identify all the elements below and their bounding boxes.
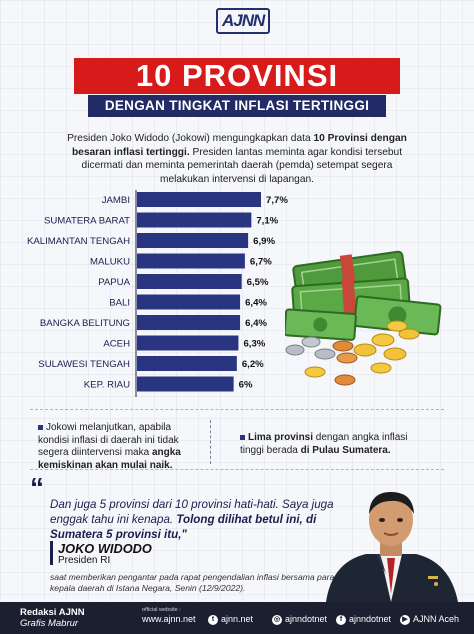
logo-text: AJNN <box>216 8 271 34</box>
bullet-icon <box>38 424 43 430</box>
bullet-icon <box>240 434 245 440</box>
facebook-handle[interactable]: ajnndotnet <box>349 614 392 624</box>
quote-plain: Dan juga 5 provinsi dari 10 provinsi hat… <box>50 498 334 526</box>
value-label: 7,1% <box>256 216 278 227</box>
category-label: SULAWESI TENGAH <box>38 359 130 370</box>
footer-website[interactable]: www.ajnn.net <box>142 614 196 624</box>
bar <box>137 192 261 207</box>
value-label: 6,2% <box>242 359 264 370</box>
category-label: BALI <box>109 298 130 309</box>
value-label: 6,4% <box>245 318 267 329</box>
intro-bold: 10 Provinsi dengan besaran inflasi terti… <box>71 133 407 158</box>
value-label: 6,4% <box>245 298 267 309</box>
quote-bold: Tolong dilihat betul ini, di Sumatera 5 … <box>50 513 317 541</box>
president-portrait-icon <box>326 492 458 602</box>
category-label: SUMATERA BARAT <box>44 216 130 227</box>
category-label: ACEH <box>103 339 130 350</box>
footer-facebook[interactable]: f ajnndotnet <box>336 614 391 625</box>
note-poverty: Jokowi melanjutkan, apabila kondisi infl… <box>38 422 198 472</box>
category-label: JAMBI <box>102 195 130 206</box>
instagram-icon: ◎ <box>272 614 282 625</box>
note-right-text: dengan angka inflasi tinggi berada <box>240 432 408 456</box>
website-text[interactable]: www.ajnn.net <box>142 614 196 624</box>
footer-credit: Redaksi AJNN Grafis Mabrur <box>20 607 85 629</box>
speaker-name: JOKO WIDODO <box>58 541 152 556</box>
bar <box>137 212 252 228</box>
note-right-bold: Lima provinsi <box>248 432 314 443</box>
note-left-text: Jokowi melanjutkan, apabila kondisi infl… <box>38 422 179 458</box>
inflation-bar-chart: JAMBI 7,7% SUMATERA BARAT 7,1% KALIMANTAN TE… <box>27 190 288 397</box>
value-label: 6,7% <box>250 257 272 268</box>
footer-instagram[interactable]: ◎ ajnndotnet <box>272 614 327 625</box>
facebook-icon: f <box>336 614 346 625</box>
divider-line-top <box>30 409 444 410</box>
credit-graphic: Grafis Mabrur <box>20 618 79 629</box>
category-label: PAPUA <box>98 277 130 288</box>
note-sumatera: Lima provinsi dengan angka inflasi tingg… <box>240 432 430 457</box>
divider-line-bottom <box>30 469 444 470</box>
bar <box>137 356 237 371</box>
value-label: 6,3% <box>243 339 265 350</box>
value-label: 7,7% <box>266 195 288 206</box>
bar <box>137 233 249 248</box>
value-label: 6,9% <box>253 236 275 247</box>
bar <box>137 274 242 289</box>
footer-twitter[interactable]: t ajnn.net <box>208 614 253 625</box>
bar <box>137 294 241 310</box>
footer-bar: Redaksi AJNN Grafis Mabrur official webs… <box>0 602 474 634</box>
instagram-handle[interactable]: ajnndotnet <box>285 614 328 624</box>
page-title: 10 PROVINSI <box>74 58 400 94</box>
note-left-bold: angka kemiskinan akan mulai naik. <box>38 447 181 471</box>
youtube-icon: ▶ <box>400 614 410 625</box>
twitter-handle[interactable]: ajnn.net <box>221 614 254 624</box>
bar <box>137 376 234 392</box>
note-right-bold-2: di Pulau Sumatera. <box>300 444 391 456</box>
value-label: 6% <box>239 380 253 391</box>
quote-mark-icon: “ <box>30 472 44 503</box>
money-illustration-icon <box>285 250 442 386</box>
page-subtitle: DENGAN TINGKAT INFLASI TERTINGGI <box>88 95 386 117</box>
intro-text-1: Presiden Joko Widodo (Jokowi) mengungkap… <box>67 133 314 144</box>
credit-editor: Redaksi AJNN <box>20 607 85 618</box>
bar <box>137 253 245 269</box>
category-label: KEP. RIAU <box>84 380 130 391</box>
footer-youtube[interactable]: ▶ AJNN Aceh <box>400 614 459 625</box>
value-label: 6,5% <box>247 277 269 288</box>
speaker-role: Presiden RI <box>58 555 111 566</box>
category-label: MALUKU <box>90 257 130 268</box>
intro-paragraph: Presiden Joko Widodo (Jokowi) mengungkap… <box>60 132 414 186</box>
quote-text: Dan juga 5 provinsi dari 10 provinsi hat… <box>50 497 340 542</box>
twitter-icon: t <box>208 614 218 625</box>
bar <box>137 335 239 351</box>
speaker-accent-bar <box>50 541 53 565</box>
bar <box>137 315 241 330</box>
intro-text-2: Presiden lantas meminta agar kondisi ter… <box>81 146 403 185</box>
category-label: KALIMANTAN TENGAH <box>27 236 130 247</box>
ajnn-logo: AJNN <box>216 8 271 46</box>
youtube-handle[interactable]: AJNN Aceh <box>413 614 460 624</box>
vertical-divider <box>210 420 211 464</box>
quote-caption: saat memberikan pengantar pada rapat pen… <box>50 572 335 593</box>
website-label: official website : <box>142 607 181 613</box>
category-label: BANGKA BELITUNG <box>40 318 130 329</box>
